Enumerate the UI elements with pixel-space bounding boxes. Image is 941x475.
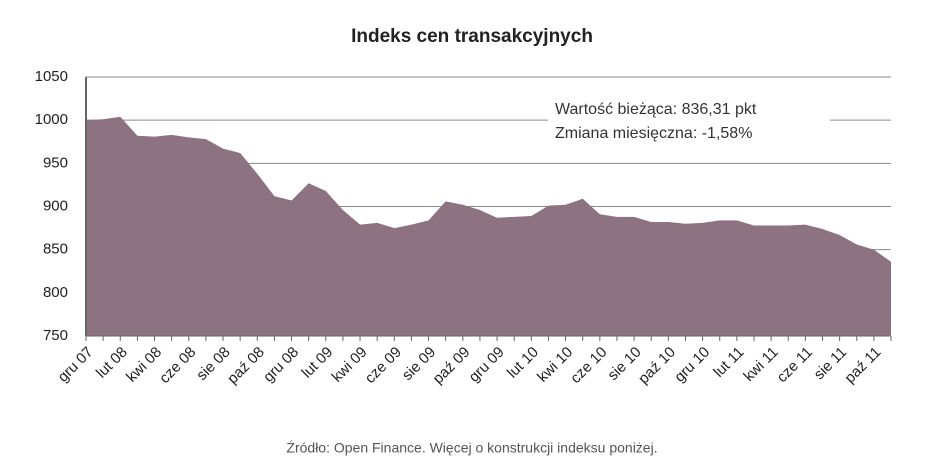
x-tick-label: kwi 11	[740, 344, 781, 385]
annotation: Zmiana miesięczna: -1,58%	[555, 125, 752, 142]
x-tick-label: paź 08	[224, 344, 268, 388]
annotation-box	[548, 97, 830, 147]
y-tick-label: 1000	[35, 111, 68, 128]
x-tick-label: paź 10	[635, 344, 679, 388]
y-tick-label: 750	[43, 327, 68, 344]
x-tick-label: kwi 09	[329, 344, 371, 386]
y-tick-label: 900	[43, 197, 68, 214]
source-note: Źródło: Open Finance. Więcej o konstrukc…	[286, 440, 657, 456]
x-tick-label: cze 10	[567, 344, 610, 387]
x-tick-label: cze 11	[774, 344, 816, 386]
x-tick-label: paź 09	[430, 344, 474, 388]
x-tick-label: gru 09	[466, 344, 508, 386]
x-tick-label: gru 08	[260, 344, 302, 386]
y-tick-label: 850	[43, 241, 68, 258]
x-tick-label: gru 10	[671, 344, 713, 386]
annotation: Wartość bieżąca: 836,31 pkt	[555, 101, 757, 118]
area	[86, 116, 891, 336]
x-tick-label: cze 08	[156, 344, 199, 387]
x-tick-label: cze 09	[362, 344, 405, 387]
y-tick-label: 800	[43, 284, 68, 301]
x-tick-label: kwi 10	[534, 344, 576, 386]
y-tick-label: 1050	[35, 68, 68, 85]
chart-title: Indeks cen transakcyjnych	[351, 26, 593, 47]
x-tick-label: paź 11	[841, 344, 884, 387]
y-tick-label: 950	[43, 154, 68, 171]
x-tick-label: gru 07	[55, 344, 97, 386]
x-tick-label: kwi 08	[123, 344, 165, 386]
